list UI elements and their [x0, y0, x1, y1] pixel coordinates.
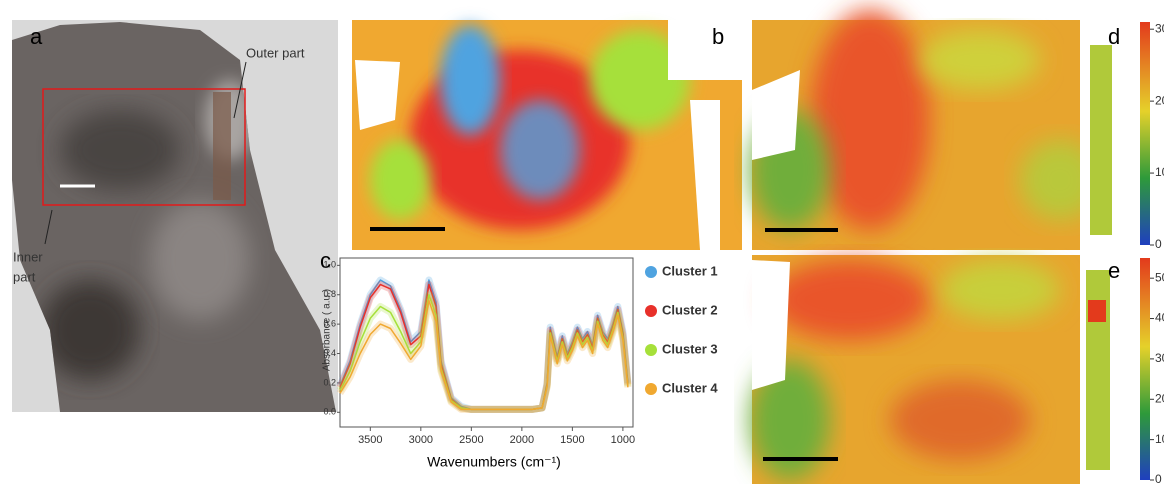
- y-tick-label: 0.0: [323, 407, 336, 417]
- legend-label: Cluster 2: [662, 302, 718, 317]
- annotation: part: [13, 269, 36, 284]
- legend-swatch: [645, 266, 657, 278]
- colorbar-tick-label: 30: [1155, 351, 1164, 365]
- x-tick-label: 2500: [459, 434, 483, 446]
- x-tick-label: 1000: [611, 434, 635, 446]
- y-tick-label: 0.6: [323, 319, 336, 329]
- heat-map: [750, 255, 1130, 484]
- y-tick-label: 0.8: [323, 289, 336, 299]
- y-tick-label: 0.4: [323, 348, 336, 358]
- x-tick-label: 3000: [409, 434, 433, 446]
- colorbar-tick-label: 50: [1155, 270, 1164, 284]
- colorbar-tick-label: 10: [1155, 432, 1164, 446]
- colorbar-tick-label: 10: [1155, 165, 1164, 179]
- x-tick-label: 2000: [510, 434, 534, 446]
- panel-label: c: [320, 248, 331, 273]
- colorbar-tick-label: 20: [1155, 93, 1164, 107]
- y-axis-label: Absorbance ( a.u.): [322, 289, 333, 371]
- annotation: Outer part: [246, 45, 305, 60]
- series-band: [337, 297, 632, 413]
- legend-label: Cluster 4: [662, 380, 718, 395]
- series-band: [336, 291, 632, 413]
- panel-label: d: [1108, 24, 1120, 49]
- colorbar: [1140, 22, 1150, 245]
- x-axis-label: Wavenumbers (cm⁻¹): [427, 454, 561, 470]
- x-tick-label: 3500: [358, 434, 382, 446]
- panel-label: a: [30, 24, 43, 49]
- colorbar: [1140, 258, 1150, 480]
- x-tick-label: 1500: [560, 434, 584, 446]
- annotation: Inner: [13, 249, 43, 264]
- legend-swatch: [645, 344, 657, 356]
- micrograph: [12, 20, 338, 412]
- legend-label: Cluster 1: [662, 263, 718, 278]
- panel-label: b: [712, 24, 724, 49]
- colorbar-tick-label: 0: [1155, 237, 1162, 251]
- heat-map: [750, 10, 1130, 250]
- y-tick-label: 0.2: [323, 377, 336, 387]
- colorbar-tick-label: 0: [1155, 472, 1162, 484]
- panel-label: e: [1108, 258, 1120, 283]
- cluster-map: [352, 20, 742, 250]
- colorbar-tick-label: 40: [1155, 311, 1164, 325]
- legend-swatch: [645, 383, 657, 395]
- y-tick-label: 1.0: [323, 260, 336, 270]
- legend-swatch: [645, 305, 657, 317]
- series-line: [339, 299, 629, 411]
- colorbar-tick-label: 30: [1155, 21, 1164, 35]
- legend-label: Cluster 3: [662, 341, 718, 356]
- plot-frame: [339, 257, 634, 428]
- colorbar-tick-label: 20: [1155, 391, 1164, 405]
